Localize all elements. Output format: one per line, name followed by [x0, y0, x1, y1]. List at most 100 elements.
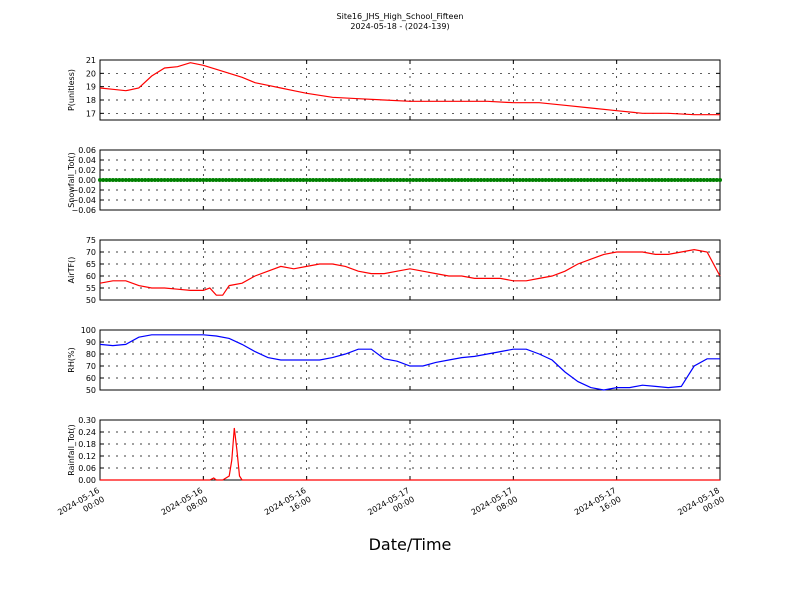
- series-marker: [479, 178, 484, 182]
- series-marker: [653, 178, 658, 182]
- y-tick-label: −0.02: [71, 186, 96, 195]
- series-marker: [353, 178, 358, 182]
- y-tick-label: −0.06: [71, 206, 96, 215]
- series-marker: [343, 178, 348, 182]
- series-marker: [543, 178, 548, 182]
- series-marker: [630, 178, 635, 182]
- series-marker: [388, 178, 393, 182]
- series-marker: [346, 178, 351, 182]
- y-tick-label: 0.06: [78, 146, 96, 155]
- series-marker: [146, 178, 151, 182]
- series-marker: [417, 178, 422, 182]
- series-marker: [685, 178, 690, 182]
- panel-0: 17 18 19 20 21 P(unitless): [67, 56, 721, 121]
- series-marker: [443, 178, 448, 182]
- series-marker: [327, 178, 332, 182]
- series-marker: [104, 178, 109, 182]
- series-marker: [643, 178, 648, 182]
- series-marker: [120, 178, 125, 182]
- series-marker: [372, 178, 377, 182]
- series-marker: [608, 178, 613, 182]
- series-marker: [718, 178, 722, 182]
- series-marker: [107, 178, 112, 182]
- series-marker: [152, 178, 157, 182]
- series-marker: [320, 178, 325, 182]
- series-marker: [701, 178, 706, 182]
- y-tick-label: 75: [86, 236, 96, 245]
- series-marker: [604, 178, 609, 182]
- y-tick-label: 100: [81, 326, 96, 335]
- series-marker: [230, 178, 235, 182]
- series-marker: [427, 178, 432, 182]
- series-marker: [511, 178, 516, 182]
- series-marker: [472, 178, 477, 182]
- y-axis-label: Snowfall_Tot(): [67, 152, 76, 208]
- y-tick-label: 50: [86, 386, 96, 395]
- series-marker: [149, 178, 154, 182]
- y-tick-label: 0.02: [78, 166, 96, 175]
- series-marker: [411, 178, 416, 182]
- y-tick-label: 70: [86, 362, 96, 371]
- series-marker: [233, 178, 238, 182]
- y-tick-label: 0.04: [78, 156, 96, 165]
- series-marker: [514, 178, 519, 182]
- series-marker: [395, 178, 400, 182]
- series-marker: [311, 178, 316, 182]
- series-marker: [592, 178, 597, 182]
- y-tick-label: 90: [86, 338, 96, 347]
- series-marker: [172, 178, 177, 182]
- series-marker: [621, 178, 626, 182]
- y-tick-label: 19: [86, 83, 96, 92]
- series-marker: [110, 178, 115, 182]
- series-marker: [537, 178, 542, 182]
- series-marker: [362, 178, 367, 182]
- y-tick-label: 55: [86, 284, 96, 293]
- series-marker: [501, 178, 506, 182]
- y-tick-label: −0.04: [71, 196, 96, 205]
- series-marker: [223, 178, 228, 182]
- series-marker: [227, 178, 232, 182]
- series-marker: [598, 178, 603, 182]
- series-marker: [614, 178, 619, 182]
- series-marker: [262, 178, 267, 182]
- series-line-0: [100, 427, 720, 481]
- series-marker: [307, 178, 312, 182]
- series-marker: [324, 178, 329, 182]
- series-marker: [404, 178, 409, 182]
- series-marker: [278, 178, 283, 182]
- series-marker: [194, 178, 199, 182]
- series-marker: [256, 178, 261, 182]
- series-marker: [508, 178, 513, 182]
- series-marker: [217, 178, 222, 182]
- y-tick-label: 80: [86, 350, 96, 359]
- series-marker: [563, 178, 567, 182]
- series-marker: [585, 178, 590, 182]
- series-marker: [139, 178, 144, 182]
- series-marker: [672, 178, 677, 182]
- series-marker: [207, 178, 212, 182]
- series-marker: [101, 178, 106, 182]
- series-marker: [162, 178, 167, 182]
- series-marker: [314, 178, 319, 182]
- series-marker: [165, 178, 170, 182]
- series-marker: [495, 178, 500, 182]
- series-marker: [627, 178, 632, 182]
- series-marker: [679, 178, 684, 182]
- series-marker: [446, 178, 451, 182]
- series-marker: [637, 178, 642, 182]
- series-marker: [485, 178, 490, 182]
- series-marker: [123, 178, 128, 182]
- y-tick-label: 70: [86, 248, 96, 257]
- series-marker: [304, 178, 309, 182]
- series-marker: [214, 178, 219, 182]
- series-marker: [663, 178, 668, 182]
- series-marker: [265, 178, 270, 182]
- series-marker: [349, 178, 354, 182]
- series-marker: [530, 178, 535, 182]
- series-marker: [169, 178, 174, 182]
- series-marker: [682, 178, 687, 182]
- series-marker: [540, 178, 545, 182]
